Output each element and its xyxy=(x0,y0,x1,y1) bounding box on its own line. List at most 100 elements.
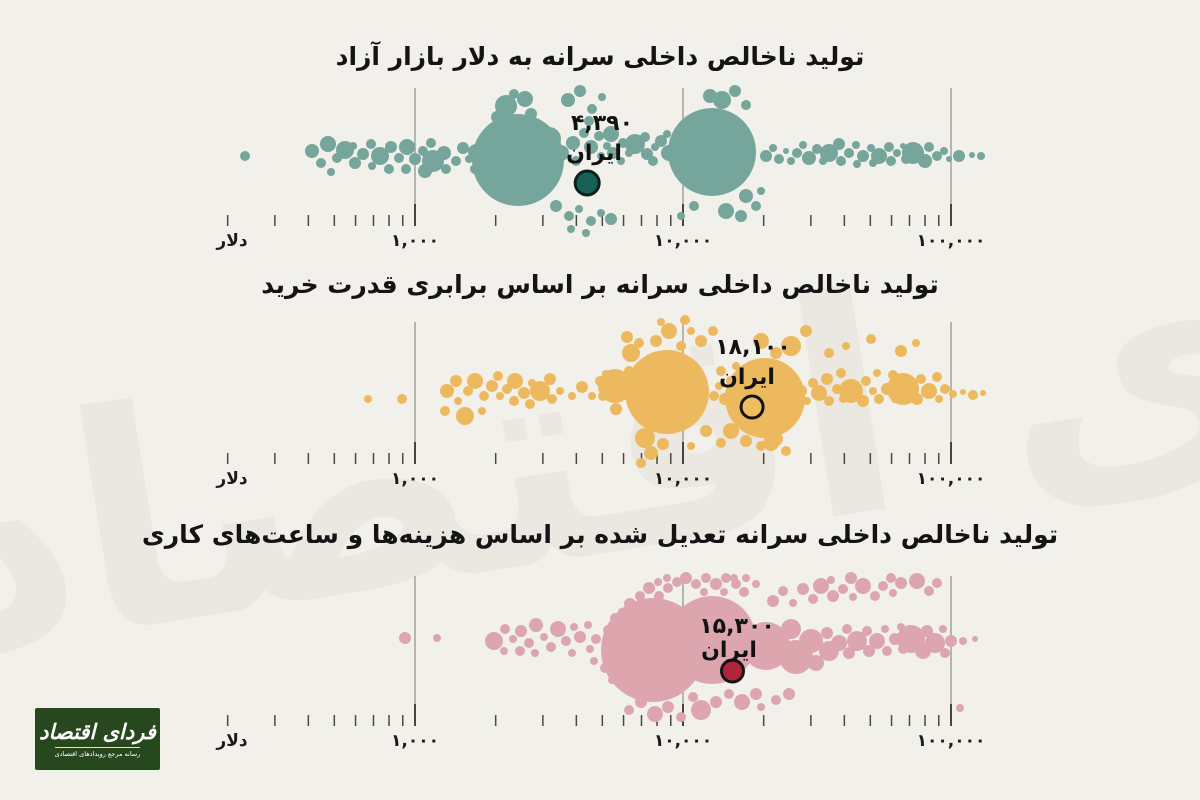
country-bubble xyxy=(590,657,598,665)
country-bubble xyxy=(467,373,483,389)
country-bubble xyxy=(634,338,644,348)
country-bubble xyxy=(635,696,647,708)
country-bubble xyxy=(724,689,734,699)
country-bubble xyxy=(787,157,795,165)
country-bubble xyxy=(668,108,756,196)
country-bubble xyxy=(757,187,765,195)
country-bubble xyxy=(946,156,952,162)
country-bubble xyxy=(895,345,907,357)
country-bubble xyxy=(700,425,712,437)
country-bubble xyxy=(635,428,655,448)
country-bubble xyxy=(320,136,336,152)
iran-dot xyxy=(719,658,745,684)
country-bubble xyxy=(836,156,846,166)
country-bubble xyxy=(925,633,945,653)
country-bubble xyxy=(368,162,376,170)
country-bubble xyxy=(635,591,645,601)
country-bubble xyxy=(409,153,421,165)
country-bubble xyxy=(571,156,581,166)
country-bubble xyxy=(509,396,519,406)
country-bubble xyxy=(932,372,942,382)
country-bubble xyxy=(575,205,583,213)
country-bubble xyxy=(451,156,461,166)
country-bubble xyxy=(440,406,450,416)
country-bubble xyxy=(763,435,779,451)
country-bubble xyxy=(739,587,749,597)
country-bubble xyxy=(735,210,747,222)
country-bubble xyxy=(921,383,937,399)
country-bubble xyxy=(357,148,369,160)
country-bubble xyxy=(886,573,896,583)
brand-logo: فردای اقتصاد رسانه مرجع رویدادهای اقتصاد… xyxy=(35,708,160,770)
country-bubble xyxy=(687,442,695,450)
country-bubble xyxy=(857,150,869,162)
country-bubble xyxy=(680,315,690,325)
country-bubble xyxy=(715,382,723,390)
country-bubble xyxy=(959,637,967,645)
country-bubble xyxy=(570,623,578,631)
country-bubble xyxy=(588,392,596,400)
country-bubble xyxy=(515,646,525,656)
country-bubble xyxy=(394,153,404,163)
country-bubble xyxy=(827,590,839,602)
country-bubble xyxy=(781,619,801,639)
country-bubble xyxy=(857,395,869,407)
country-bubble xyxy=(887,373,919,405)
country-bubble xyxy=(507,373,523,389)
country-bubble xyxy=(441,164,451,174)
iran-name-label-chart2: ایران xyxy=(719,365,775,390)
country-bubble xyxy=(842,342,850,350)
country-bubble xyxy=(895,577,907,589)
country-bubble xyxy=(625,134,645,154)
country-bubble xyxy=(540,633,548,641)
country-bubble xyxy=(556,387,564,395)
country-bubble xyxy=(602,370,610,378)
country-bubble xyxy=(677,212,685,220)
country-bubble xyxy=(550,621,566,637)
country-bubble xyxy=(836,368,846,378)
country-bubble xyxy=(450,375,462,387)
chart-2-group xyxy=(226,315,986,468)
country-bubble xyxy=(831,635,847,651)
country-bubble xyxy=(847,631,867,651)
country-bubble xyxy=(811,385,827,401)
country-bubble xyxy=(720,588,728,596)
country-bubble xyxy=(603,142,611,150)
country-bubble xyxy=(783,148,789,154)
country-bubble xyxy=(742,622,790,670)
country-bubble xyxy=(855,578,871,594)
country-bubble xyxy=(792,148,802,158)
country-bubble xyxy=(700,588,708,596)
country-bubble xyxy=(621,331,633,343)
country-bubble xyxy=(741,100,751,110)
country-bubble xyxy=(752,580,760,588)
country-bubble xyxy=(607,147,619,159)
country-bubble xyxy=(676,712,686,722)
country-bubble xyxy=(610,403,622,415)
country-bubble xyxy=(909,573,925,589)
country-bubble xyxy=(813,578,829,594)
country-bubble xyxy=(584,621,592,629)
country-bubble xyxy=(881,625,889,633)
country-bubble xyxy=(940,147,948,155)
country-bubble xyxy=(597,209,605,217)
country-bubble xyxy=(774,154,784,164)
country-bubble xyxy=(795,385,807,397)
country-bubble xyxy=(781,446,791,456)
country-bubble xyxy=(708,326,718,336)
country-bubble xyxy=(862,626,872,636)
country-bubble xyxy=(770,347,782,359)
country-bubble xyxy=(740,435,752,447)
country-bubble xyxy=(884,142,894,152)
country-bubble xyxy=(500,647,508,655)
country-bubble xyxy=(821,627,833,639)
country-bubble xyxy=(753,333,769,349)
country-bubble xyxy=(688,692,698,702)
country-bubble xyxy=(852,141,860,149)
country-bubble xyxy=(384,164,394,174)
country-bubble xyxy=(654,578,662,586)
country-bubble xyxy=(838,584,848,594)
country-bubble xyxy=(636,458,646,468)
country-bubble xyxy=(524,638,534,648)
